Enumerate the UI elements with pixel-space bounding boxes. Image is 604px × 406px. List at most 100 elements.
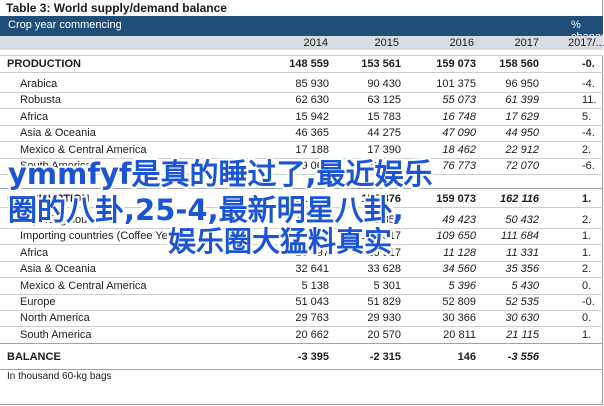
table-row: Asia & Oceania 32 641 33 628 34 560 35 356 2. bbox=[0, 261, 603, 277]
row-label: Mexico & Central America bbox=[20, 143, 147, 156]
cell: 104 387 bbox=[289, 230, 329, 243]
cell: 11 331 bbox=[506, 246, 539, 259]
row-label: Europe bbox=[20, 296, 56, 308]
cell: 52 535 bbox=[505, 296, 539, 308]
row-label: Africa bbox=[20, 110, 49, 123]
cell: 107 517 bbox=[361, 230, 401, 243]
cell: -4. bbox=[582, 78, 595, 90]
consumption-row: CONSUMPTION 151 954 155 876 159 073 162 … bbox=[0, 191, 603, 207]
cell: 158 560 bbox=[499, 58, 539, 70]
row-label: Asia & Oceania bbox=[20, 263, 96, 276]
row-label: North America bbox=[20, 312, 90, 325]
crop-year-label: Crop year commencing bbox=[8, 19, 122, 31]
table-row: Mexico & Central America 5 138 5 301 5 396 5… bbox=[0, 278, 603, 294]
cell: 17 188 bbox=[295, 143, 329, 156]
cell: 22 912 bbox=[505, 143, 539, 156]
table-row: Asia & Oceania 46 365 44 275 47 090 44 950 -4… bbox=[0, 125, 603, 141]
year-2016: 2016 bbox=[449, 37, 474, 49]
row-label: Robusta bbox=[20, 94, 61, 107]
cell: 51 829 bbox=[367, 296, 401, 308]
cell: 1. bbox=[582, 193, 592, 205]
table-row: Robusta 62 630 63 125 55 073 61 399 11. bbox=[0, 92, 603, 108]
table-row: Mexico & Central America 17 188 17 390 18 4… bbox=[0, 142, 603, 158]
row-divider bbox=[0, 228, 603, 229]
cell: 48 359 bbox=[367, 214, 401, 226]
table-title: Table 3: World supply/demand balance bbox=[6, 1, 227, 15]
balance-row: BALANCE -3 395 -2 315 146 -3 556 bbox=[0, 349, 603, 365]
cell: 5 430 bbox=[511, 279, 539, 292]
row-divider bbox=[0, 207, 603, 208]
cell: 96 950 bbox=[505, 78, 539, 90]
cell: 49 423 bbox=[442, 214, 476, 226]
row-divider bbox=[0, 92, 603, 93]
cell: 90 430 bbox=[367, 78, 401, 90]
row-divider bbox=[0, 260, 603, 262]
balance-label: BALANCE bbox=[7, 351, 61, 363]
table-row: South America 69 064 73 113 76 773 72 070 -6. bbox=[0, 158, 603, 174]
row-label: South America bbox=[20, 160, 92, 172]
cell: 162 116 bbox=[500, 193, 539, 205]
cell: 1. bbox=[582, 246, 592, 259]
cell: 29 930 bbox=[367, 312, 401, 325]
cell: 73 113 bbox=[368, 160, 401, 172]
cell: 17 629 bbox=[505, 110, 539, 123]
table-row: Arabica 85 930 90 430 101 375 96 950 -4. bbox=[0, 76, 603, 92]
cell: 35 356 bbox=[505, 263, 539, 276]
cell: 63 125 bbox=[367, 94, 401, 107]
header-separator bbox=[0, 50, 603, 56]
year-pct: 2017/... bbox=[568, 37, 604, 49]
cell: -0. bbox=[582, 58, 595, 70]
cell: 29 763 bbox=[295, 312, 329, 325]
row-label: Africa bbox=[20, 246, 49, 259]
cell: 20 662 bbox=[295, 328, 329, 341]
section-divider bbox=[0, 188, 603, 189]
row-divider bbox=[0, 108, 603, 110]
cell: 2. bbox=[582, 143, 592, 156]
cell: 151 954 bbox=[289, 193, 329, 205]
cell: 85 930 bbox=[295, 78, 329, 90]
cell: 20 570 bbox=[367, 328, 401, 341]
row-label: Mexico & Central America bbox=[20, 279, 147, 292]
cell: 15 783 bbox=[367, 110, 401, 123]
table-row: North America 29 763 29 930 30 366 30 630 0. bbox=[0, 310, 603, 326]
cell: -0. bbox=[582, 296, 595, 308]
cell: 109 650 bbox=[436, 230, 476, 243]
row-divider bbox=[0, 157, 603, 159]
row-label: Asia & Oceania bbox=[20, 127, 96, 140]
row-divider bbox=[0, 244, 603, 246]
cell: 47 090 bbox=[442, 127, 476, 140]
production-row: PRODUCTION 148 559 153 561 159 073 158 5… bbox=[0, 56, 603, 72]
cell: 16 748 bbox=[442, 110, 476, 123]
cell: 62 630 bbox=[295, 94, 329, 107]
cell: 46 365 bbox=[295, 127, 329, 140]
cell: 15 942 bbox=[295, 110, 329, 123]
cell: 32 641 bbox=[295, 263, 329, 276]
cell: 51 043 bbox=[295, 296, 329, 308]
cell: 5. bbox=[582, 110, 592, 123]
year-header-row: 2014 2015 2016 2017 2017/... bbox=[0, 36, 604, 50]
cell: 146 bbox=[457, 351, 476, 363]
cell: 0. bbox=[582, 312, 592, 325]
footnote: In thousand 60-kg bags bbox=[7, 371, 112, 382]
cell: -3 556 bbox=[507, 351, 539, 363]
cell: 1. bbox=[582, 230, 592, 243]
cell: 10 697 bbox=[295, 246, 329, 259]
row-label: Arabica bbox=[20, 78, 58, 90]
cell: 17 390 bbox=[367, 143, 401, 156]
cell: 18 462 bbox=[442, 143, 476, 156]
production-label: PRODUCTION bbox=[7, 58, 81, 70]
row-divider bbox=[0, 326, 603, 328]
cell: 34 560 bbox=[442, 263, 476, 276]
cell: 47 567 bbox=[295, 214, 329, 226]
cell: 155 876 bbox=[361, 193, 401, 205]
cell: 159 073 bbox=[436, 58, 476, 70]
row-divider bbox=[0, 277, 603, 279]
row-divider bbox=[0, 124, 603, 126]
cell: 11. bbox=[582, 94, 597, 107]
cell: 11 128 bbox=[443, 246, 476, 259]
row-divider bbox=[0, 72, 603, 73]
cell: 30 366 bbox=[442, 312, 476, 325]
cell: 69 064 bbox=[295, 160, 329, 172]
year-2017: 2017 bbox=[514, 37, 539, 49]
row-label: Exporting countries bbox=[20, 214, 115, 226]
